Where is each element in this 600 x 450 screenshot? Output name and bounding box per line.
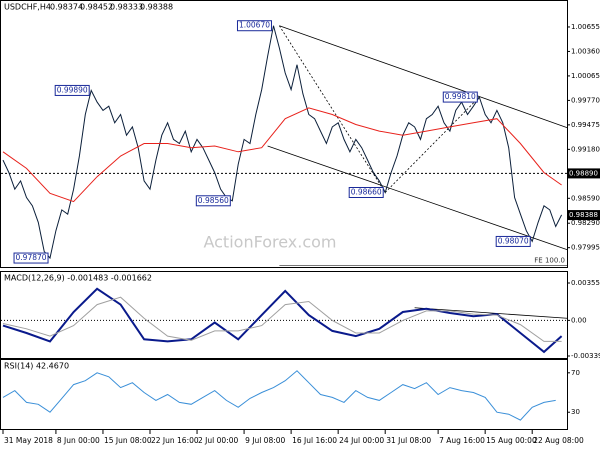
price-label: 0.99810 [445,92,476,101]
x-tick-label: 31 May 2018 [4,436,53,445]
y-tick-label: 0.98590 [571,194,600,202]
trend-line [279,25,386,193]
y-tick-label: 1.00655 [571,23,600,31]
y-tick-label: 70 [571,369,580,377]
current-price-label: 0.98388 [569,211,598,219]
price-label-box [195,195,231,207]
price-label: 0.99890 [57,85,88,94]
panel-frame [0,0,568,268]
price-label-box [236,20,272,32]
x-tick-label: 15 Jun 08:00 [104,436,152,445]
price-label-box [13,252,49,264]
y-tick-label: 1.00065 [571,72,600,80]
x-tick-label: 7 Aug 16:00 [439,436,485,445]
price-label: 1.00670 [239,21,270,30]
trend-line [267,145,568,250]
x-tick-label: 31 Jul 08:00 [386,436,431,445]
panel-frame [0,271,568,359]
y-tick-label: 0.003556 [571,279,600,287]
ohlc-value: 0.98333 [110,3,143,12]
ohlc-value: 0.98452 [80,3,113,12]
x-tick-label: 9 Jul 08:00 [245,436,285,445]
y-tick-label: 0.98290 [571,219,600,227]
x-tick-label: 22 Jun 16:00 [151,436,199,445]
trend-line [279,25,568,128]
level-box [567,168,600,179]
price-label-box [495,235,531,247]
ohlc-value: 0.98388 [140,3,173,12]
x-tick-label: 15 Aug 00:00 [486,436,537,445]
series-line [2,296,562,342]
y-tick-label: 0.99180 [571,145,600,153]
y-tick-label: 1.00360 [571,47,600,55]
y-tick-label: 0.00 [571,316,587,324]
x-tick-label: 22 Aug 08:00 [533,436,584,445]
series-line [2,370,556,421]
price-label: 0.97870 [16,253,47,262]
price-label: 0.98660 [351,187,382,196]
panel-title: RSI(14) 42.4670 [4,362,69,371]
x-tick-label: 24 Jul 00:00 [339,436,384,445]
ohlc-value: 0.98374 [50,3,83,12]
panel-title: MACD(12,26,9) -0.001483 -0.001662 [4,274,152,283]
price-label: 0.98560 [198,196,229,205]
watermark: ActionForex.com [203,233,336,252]
x-tick-label: 8 Jun 00:00 [57,436,100,445]
panel-frame [0,359,568,430]
trend-line [414,307,568,319]
y-tick-label: 0.99475 [571,121,600,129]
y-tick-label: 0.99770 [571,96,600,104]
panel-title: USDCHF,H4 [4,3,51,12]
level-label: 0.98890 [569,169,598,177]
x-tick-label: 2 Jul 00:00 [198,436,238,445]
series-line [2,107,562,203]
y-tick-label: 30 [571,408,580,416]
price-label-box [348,186,384,198]
fe-label: FE 100.0 [534,257,565,265]
y-tick-label: -0.003391 [571,352,600,360]
x-tick-label: 16 Jul 16:00 [292,436,337,445]
series-line [2,25,563,260]
series-line [2,287,563,354]
y-tick-label: 0.97995 [571,244,600,252]
current-price-box [567,210,600,221]
price-label: 0.98070 [498,236,529,245]
price-label-box [54,84,90,96]
price-label-box [442,91,478,103]
